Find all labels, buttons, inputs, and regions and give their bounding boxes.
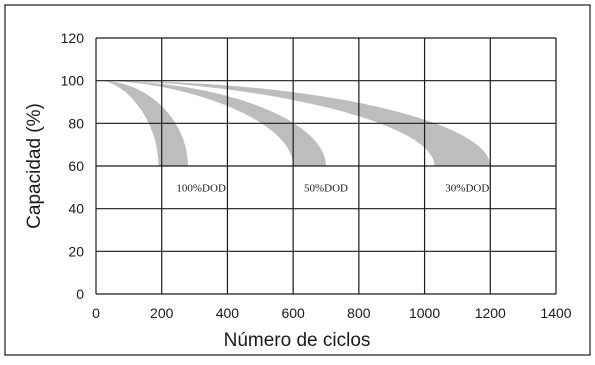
grid-layer	[95, 37, 557, 295]
x-tick-label: 600	[281, 305, 305, 321]
x-axis-title: Número de ciclos	[224, 330, 371, 351]
y-tick-label: 0	[76, 286, 84, 302]
y-tick-label: 120	[61, 30, 85, 46]
y-tick-label: 60	[68, 158, 84, 174]
ticks-layer: 0 200 400 600 800 1000 1200 1400 0 20 40 60 80 100 120	[61, 30, 572, 321]
y-tick-label: 100	[61, 73, 85, 89]
y-axis-title: Capacidad (%)	[24, 103, 45, 229]
x-tick-label: 1000	[409, 305, 440, 321]
labels-layer: 100%DOD 50%DOD 30%DOD	[176, 182, 489, 194]
band-label-0: 100%DOD	[176, 182, 226, 194]
x-tick-label: 1400	[540, 305, 571, 321]
chart-frame	[4, 4, 591, 356]
x-tick-label: 1200	[475, 305, 506, 321]
x-tick-label: 200	[150, 305, 174, 321]
x-tick-label: 800	[347, 305, 371, 321]
y-tick-label: 40	[68, 201, 84, 217]
y-tick-label: 80	[68, 115, 84, 131]
band-label-1: 50%DOD	[304, 182, 348, 194]
x-tick-label: 0	[92, 305, 100, 321]
band-0	[99, 80, 188, 166]
band-label-2: 30%DOD	[445, 182, 489, 194]
y-tick-label: 20	[68, 243, 84, 259]
x-tick-label: 400	[216, 305, 240, 321]
